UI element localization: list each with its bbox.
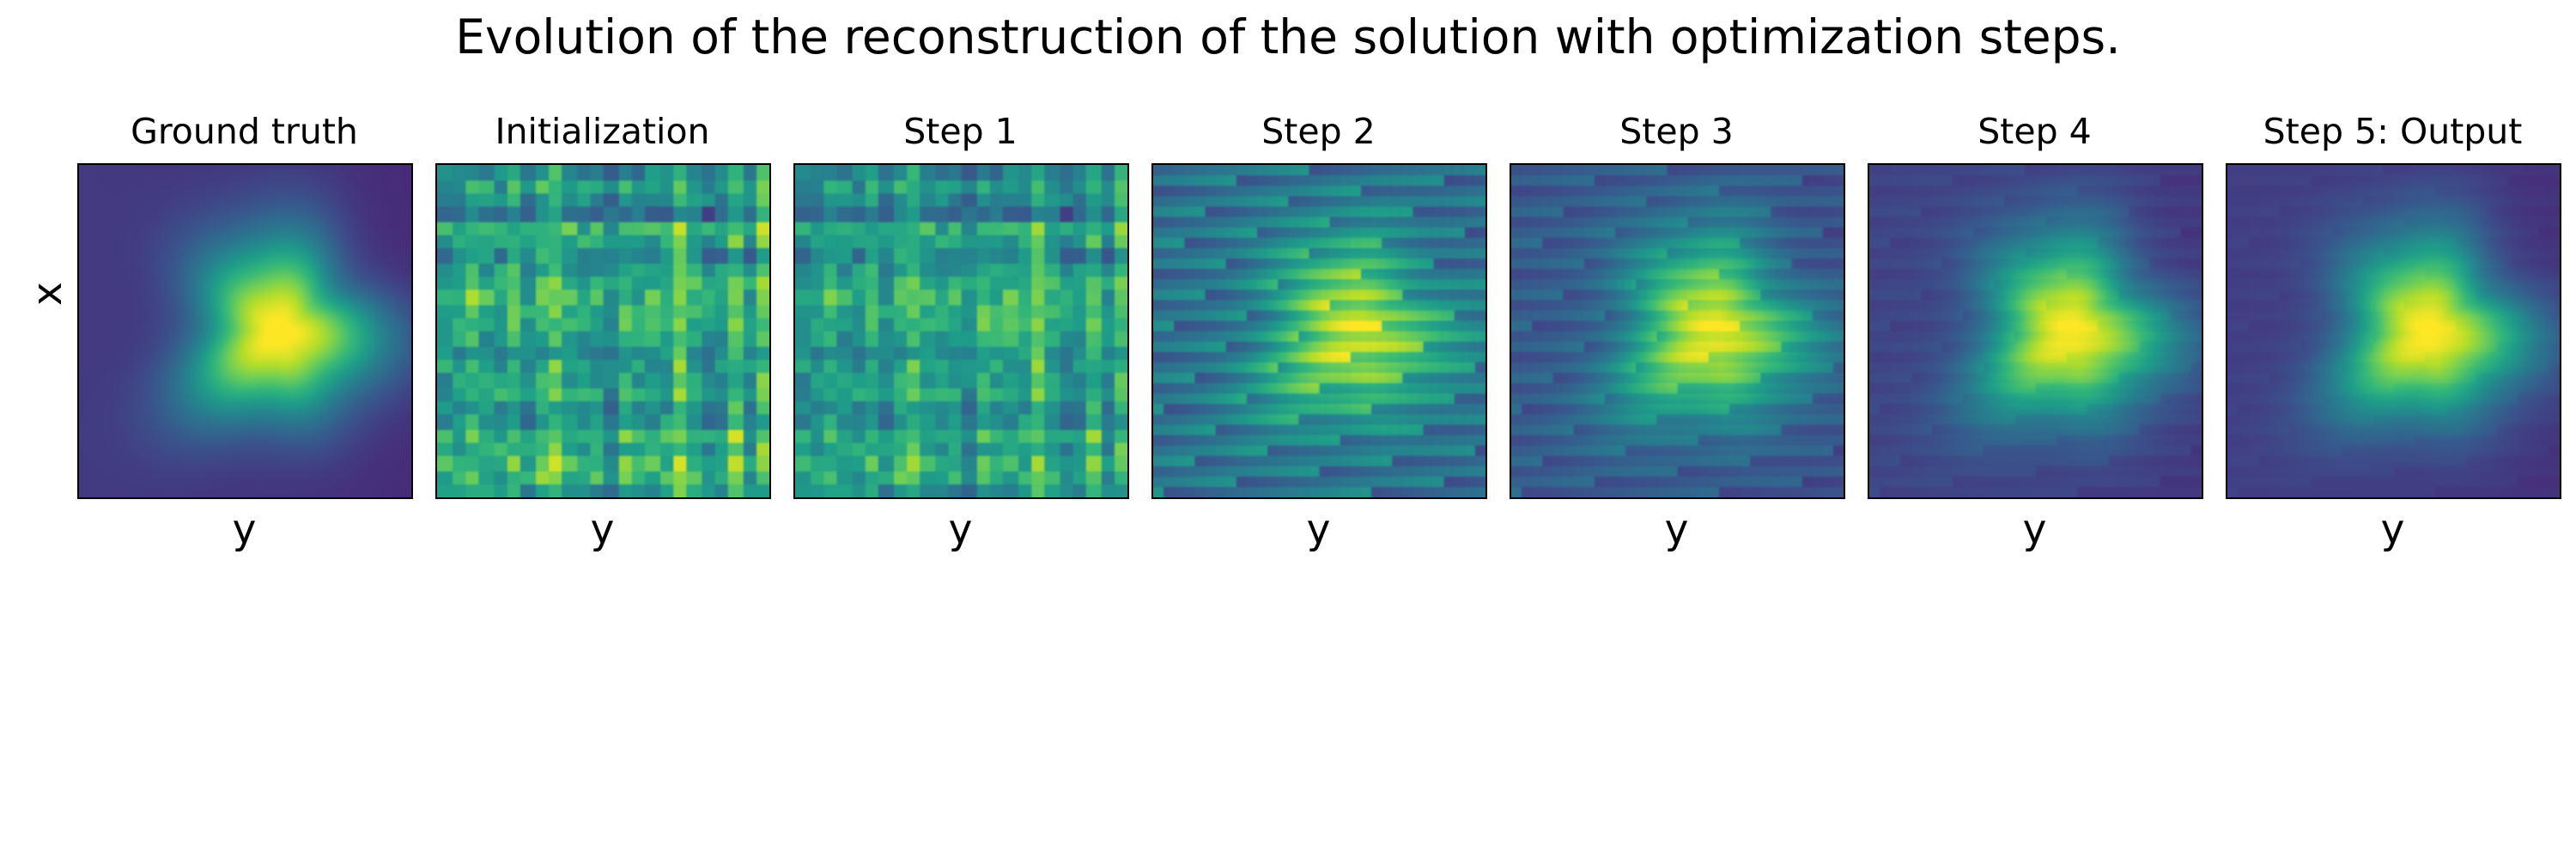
x-axis-label: y [2380, 506, 2405, 553]
figure-title: Evolution of the reconstruction of the s… [455, 9, 2121, 64]
panel-step-2: Step 2 y [1151, 111, 1487, 553]
heatmap-step-2 [1151, 163, 1487, 499]
panel-title: Ground truth [131, 111, 358, 152]
heatmap-step-3 [1510, 163, 1845, 499]
x-axis-label: y [232, 506, 257, 553]
x-axis-label: y [948, 506, 973, 553]
heatmap-step-4 [1868, 163, 2203, 499]
heatmap-ground-truth [77, 163, 413, 499]
panel-title: Step 4 [1978, 111, 2092, 152]
panel-title: Step 1 [903, 111, 1018, 152]
panel-step-5-output: Step 5: Output y [2226, 111, 2561, 553]
panel-step-4: Step 4 y [1868, 111, 2203, 553]
x-axis-label: y [590, 506, 615, 553]
heatmap-step-5-output [2226, 163, 2561, 499]
shared-y-axis-label: x [24, 282, 71, 306]
panel-initialization: Initialization y [435, 111, 771, 553]
panel-title: Initialization [495, 111, 710, 152]
panel-title: Step 2 [1261, 111, 1376, 152]
panel-step-1: Step 1 y [793, 111, 1129, 553]
x-axis-label: y [2022, 506, 2047, 553]
x-axis-label: y [1306, 506, 1331, 553]
heatmap-initialization [435, 163, 771, 499]
panel-title: Step 3 [1619, 111, 1734, 152]
panel-title: Step 5: Output [2263, 111, 2523, 152]
heatmap-step-1 [793, 163, 1129, 499]
panel-ground-truth: Ground truth y [77, 111, 413, 553]
panel-step-3: Step 3 y [1510, 111, 1845, 553]
x-axis-label: y [1664, 506, 1689, 553]
